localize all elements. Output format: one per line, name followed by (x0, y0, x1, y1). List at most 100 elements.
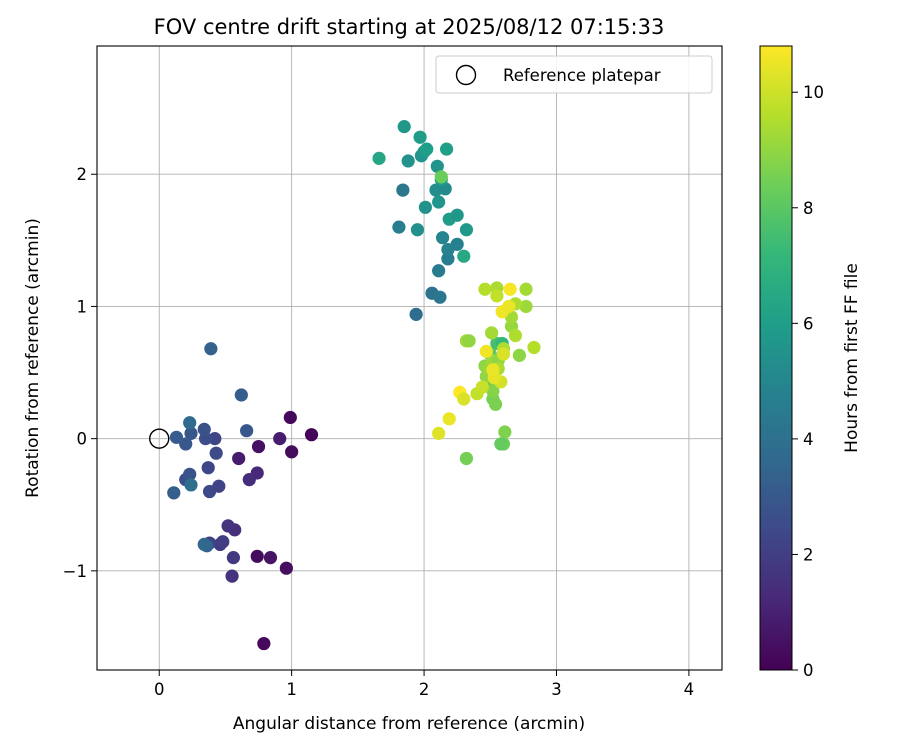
colorbar-tick-label: 4 (803, 430, 814, 449)
colorbar-tick-label: 6 (803, 314, 814, 333)
data-point (226, 551, 240, 565)
data-point (488, 397, 503, 411)
data-point (436, 231, 450, 245)
x-tick-label: 0 (154, 680, 165, 699)
data-point (486, 384, 500, 398)
data-point (439, 142, 454, 156)
data-point (432, 195, 446, 209)
x-tick-label: 4 (684, 680, 695, 699)
data-point (498, 425, 512, 439)
colorbar-label: Hours from first FF file (842, 263, 862, 453)
data-point (250, 549, 264, 563)
data-point (459, 451, 474, 466)
data-point (409, 307, 423, 321)
data-point (413, 130, 427, 144)
data-point (208, 432, 222, 446)
data-point (257, 636, 271, 651)
data-point (392, 220, 406, 234)
data-point (410, 223, 425, 237)
data-point (273, 432, 287, 446)
data-point (242, 473, 256, 487)
legend-reference-marker (455, 64, 477, 86)
colorbar-tick-label: 2 (803, 545, 814, 564)
data-point (442, 412, 456, 426)
data-point (519, 282, 533, 296)
data-point (457, 249, 471, 263)
legend: Reference platepar (435, 55, 713, 94)
data-point (216, 535, 230, 549)
data-point (418, 200, 432, 214)
data-point (179, 437, 193, 451)
y-axis-ticks: −1 0 1 2 (63, 165, 97, 581)
reference-platepar-marker (149, 428, 170, 449)
data-point (197, 422, 211, 436)
data-point (519, 299, 533, 314)
data-point (432, 264, 446, 278)
data-point (457, 392, 471, 406)
data-point (459, 223, 474, 237)
x-tick-label: 2 (419, 680, 430, 699)
data-point (450, 237, 464, 251)
x-tick-label: 1 (286, 680, 297, 699)
data-point (279, 561, 293, 575)
data-point (204, 342, 218, 356)
grid-lines (97, 46, 722, 670)
data-point (201, 461, 215, 475)
data-point (263, 551, 278, 565)
data-point (441, 252, 455, 266)
data-point (197, 537, 211, 552)
data-point (234, 388, 248, 402)
data-point (212, 479, 226, 493)
x-tick-label: 3 (551, 680, 562, 699)
legend-entry-reference: Reference platepar (503, 66, 661, 85)
data-point (450, 208, 464, 222)
data-point (209, 446, 223, 460)
data-point (221, 519, 235, 533)
data-point (527, 340, 541, 355)
data-point (283, 410, 297, 425)
y-tick-label: 2 (77, 165, 88, 184)
data-point (183, 467, 197, 481)
data-point (397, 120, 411, 134)
data-point (285, 445, 299, 459)
data-point (401, 154, 415, 168)
data-point (478, 282, 492, 296)
data-point (502, 299, 516, 314)
data-point (169, 430, 184, 444)
y-tick-label: 1 (77, 297, 88, 316)
data-point (372, 151, 386, 165)
x-axis-ticks: 0 1 2 3 4 (154, 670, 694, 699)
data-point (434, 170, 448, 184)
data-point (167, 486, 181, 500)
y-axis-label: Rotation from reference (arcmin) (23, 218, 43, 498)
y-tick-label: −1 (63, 562, 87, 581)
data-point (512, 348, 527, 362)
colorbar-ticks: 0 2 4 6 8 10 (792, 83, 824, 680)
data-point (232, 451, 246, 466)
colorbar-tick-label: 10 (803, 83, 824, 102)
data-point (240, 424, 254, 438)
colorbar (759, 45, 793, 671)
data-point (251, 439, 266, 454)
data-points (167, 120, 541, 651)
data-point (304, 428, 319, 442)
data-point (490, 289, 504, 303)
y-tick-label: 0 (77, 430, 88, 449)
data-point (396, 183, 410, 197)
data-point (433, 290, 447, 304)
data-point (430, 159, 444, 173)
data-point (183, 416, 197, 430)
data-point (420, 142, 434, 156)
data-point (503, 282, 517, 296)
data-point (475, 380, 489, 394)
chart-title: FOV centre drift starting at 2025/08/12 … (154, 15, 665, 39)
plot-frame (96, 45, 723, 671)
data-point (484, 326, 499, 340)
colorbar-tick-label: 0 (803, 661, 814, 680)
data-point (494, 437, 508, 451)
data-point (184, 478, 198, 492)
data-point (508, 328, 523, 343)
legend-box (435, 55, 713, 94)
data-point (496, 347, 511, 361)
